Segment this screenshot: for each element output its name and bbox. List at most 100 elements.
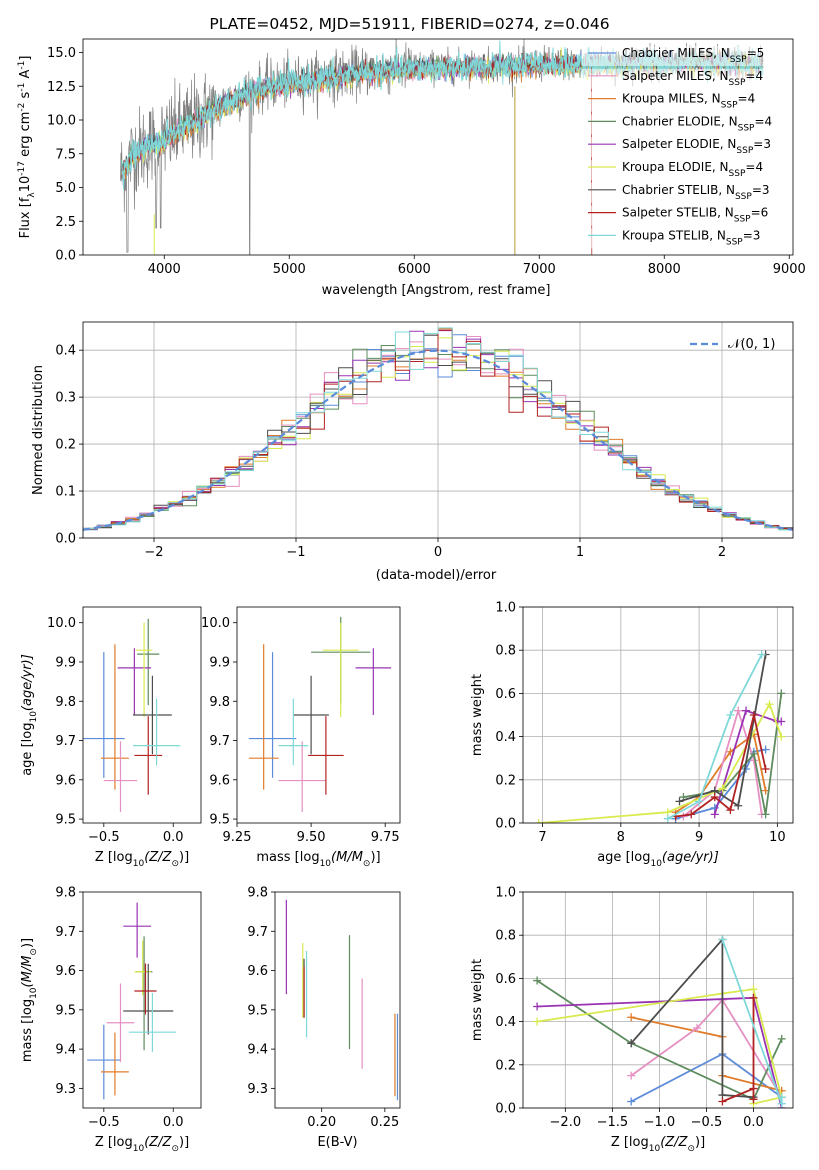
weight-marker — [710, 793, 719, 802]
weight-marker — [777, 1093, 786, 1102]
x-axis-label: (data-model)/error — [376, 568, 497, 583]
weight-marker — [663, 814, 672, 823]
x-tick-label: 9.75 — [371, 830, 400, 845]
weight-marker — [726, 711, 735, 719]
weight-marker — [749, 711, 758, 719]
x-axis-label: wavelength [Angstrom, rest frame] — [322, 283, 551, 298]
axes-mass_vs_Z: −0.5 0.0 9.3 9.4 9.5 9.6 9.7 9.8 Z [log10(Z/Z⊙)]… — [20, 886, 202, 1154]
y-axis-label: mass weight — [470, 674, 485, 756]
weight-marker — [718, 935, 727, 944]
y-tick-label: 2.5 — [55, 215, 76, 230]
y-tick-label: 9.6 — [55, 964, 76, 979]
legend: Chabrier MILES, NSSP=5 Salpeter MILES, NS… — [582, 46, 792, 249]
x-axis-label: age [log10(age/yr)] — [597, 850, 719, 869]
axes-frame — [522, 891, 794, 1109]
axes-weight_vs_age: 7 8 9 10 0.0 0.2 0.4 0.6 0.8 1.0 age [log10(age/yr… — [470, 601, 794, 869]
y-axis-label: mass [log10(M/M⊙)] — [20, 938, 39, 1062]
x-tick-label: −1.5 — [597, 1115, 629, 1130]
plot-area-mass_vs_Z — [87, 902, 177, 1100]
y-tick-label: 0.0 — [55, 532, 76, 547]
weight-marker — [718, 784, 727, 793]
x-tick-label: 0.25 — [370, 1115, 399, 1130]
x-axis-label: Z [log10(Z/Z⊙)] — [95, 850, 189, 869]
axes-frame — [274, 891, 401, 1109]
weight-line-3 — [536, 979, 783, 1101]
y-tick-label: 9.8 — [55, 695, 76, 710]
y-tick-label: 9.5 — [55, 813, 76, 828]
y-tick-label: 9.9 — [209, 655, 230, 670]
weight-marker — [627, 1039, 636, 1048]
legend-bg — [582, 68, 792, 89]
x-tick-label: 9000 — [773, 262, 806, 277]
y-tick-label: 9.7 — [55, 925, 76, 940]
y-tick-label: 9.8 — [247, 886, 268, 901]
axes-residuals: −2 −1 0 1 2 0.0 0.1 0.2 0.3 0.4 (data-model)/error… — [31, 321, 794, 583]
figure-title: PLATE=0452, MJD=51911, FIBERID=0274, z=0… — [209, 15, 609, 33]
weight-marker — [749, 985, 758, 994]
y-tick-label: 10.0 — [47, 616, 76, 631]
y-tick-label: 15.0 — [47, 46, 76, 61]
residual-histogram-8 — [83, 327, 793, 538]
weight-marker — [627, 1097, 636, 1106]
x-axis-label: E(B-V) — [317, 1135, 357, 1150]
axes-age_vs_mass: 9.25 9.50 9.75 9.5 9.6 9.7 9.8 9.9 10.0 mass [log… — [201, 606, 401, 869]
weight-marker — [761, 810, 770, 819]
y-axis-label: Flux [fλ10-17 erg cm-2 s-1 A-1] — [17, 56, 37, 239]
weight-marker — [693, 1024, 702, 1033]
plot-area-residuals — [83, 327, 793, 538]
weight-marker — [749, 749, 758, 758]
y-tick-label: 0.4 — [495, 1015, 516, 1030]
x-tick-label: −0.5 — [88, 830, 120, 845]
weight-line-8 — [667, 654, 763, 820]
axes-frame — [82, 321, 794, 539]
weight-marker — [761, 745, 770, 754]
weight-line-2 — [630, 998, 783, 1098]
y-tick-label: 5.0 — [55, 181, 76, 196]
plot-area-age_vs_mass — [248, 616, 392, 813]
weight-marker — [627, 1071, 636, 1080]
weight-line-7 — [722, 997, 755, 1103]
weight-marker — [695, 797, 704, 806]
y-tick-label: 9.6 — [247, 964, 268, 979]
weight-line-6 — [679, 654, 767, 808]
legend-entry: Salpeter MILES, NSSP=4 — [622, 69, 763, 88]
y-tick-label: 0.0 — [495, 1102, 516, 1117]
y-tick-label: 9.5 — [55, 1003, 76, 1018]
weight-marker — [765, 700, 774, 709]
y-tick-label: 7.5 — [55, 147, 76, 162]
weight-marker — [761, 765, 770, 773]
legend-entry: Chabrier MILES, NSSP=5 — [622, 46, 764, 65]
y-tick-label: 0.6 — [495, 687, 516, 702]
legend-bg — [582, 91, 792, 112]
x-tick-label: 9.50 — [297, 830, 326, 845]
x-tick-label: −0.5 — [691, 1115, 723, 1130]
weight-line-6 — [630, 937, 754, 1099]
y-tick-label: 0.4 — [495, 730, 516, 745]
y-axis-label: Normed distribution — [31, 365, 46, 495]
y-tick-label: 0.2 — [495, 773, 516, 788]
y-tick-label: 0.2 — [55, 438, 76, 453]
weight-marker — [718, 1097, 727, 1106]
x-axis-label: mass [log10(M/M⊙)] — [256, 850, 380, 869]
axes-frame — [236, 606, 401, 824]
y-tick-label: 0.8 — [495, 644, 516, 659]
y-tick-label: 9.8 — [55, 886, 76, 901]
y-axis-label: mass weight — [470, 959, 485, 1041]
legend-bg — [582, 114, 792, 135]
axes-mass_vs_EBV: 0.20 0.25 9.3 9.4 9.5 9.6 9.7 9.8 E(B-V) — [247, 886, 401, 1150]
y-tick-label: 9.7 — [247, 925, 268, 940]
axes-frame — [82, 891, 202, 1109]
y-tick-label: 9.9 — [55, 655, 76, 670]
y-tick-label: 1.0 — [495, 601, 516, 616]
legend-entry: Chabrier STELIB, NSSP=3 — [622, 183, 770, 202]
y-tick-label: 9.6 — [55, 773, 76, 788]
x-tick-label: 0.0 — [163, 1115, 184, 1130]
weight-marker — [749, 993, 758, 1002]
y-tick-label: 0.4 — [55, 344, 76, 359]
y-tick-label: 9.7 — [209, 734, 230, 749]
weight-marker — [777, 689, 786, 698]
legend-bg — [582, 182, 792, 203]
weight-marker — [710, 810, 719, 819]
axes-frame — [82, 38, 794, 256]
